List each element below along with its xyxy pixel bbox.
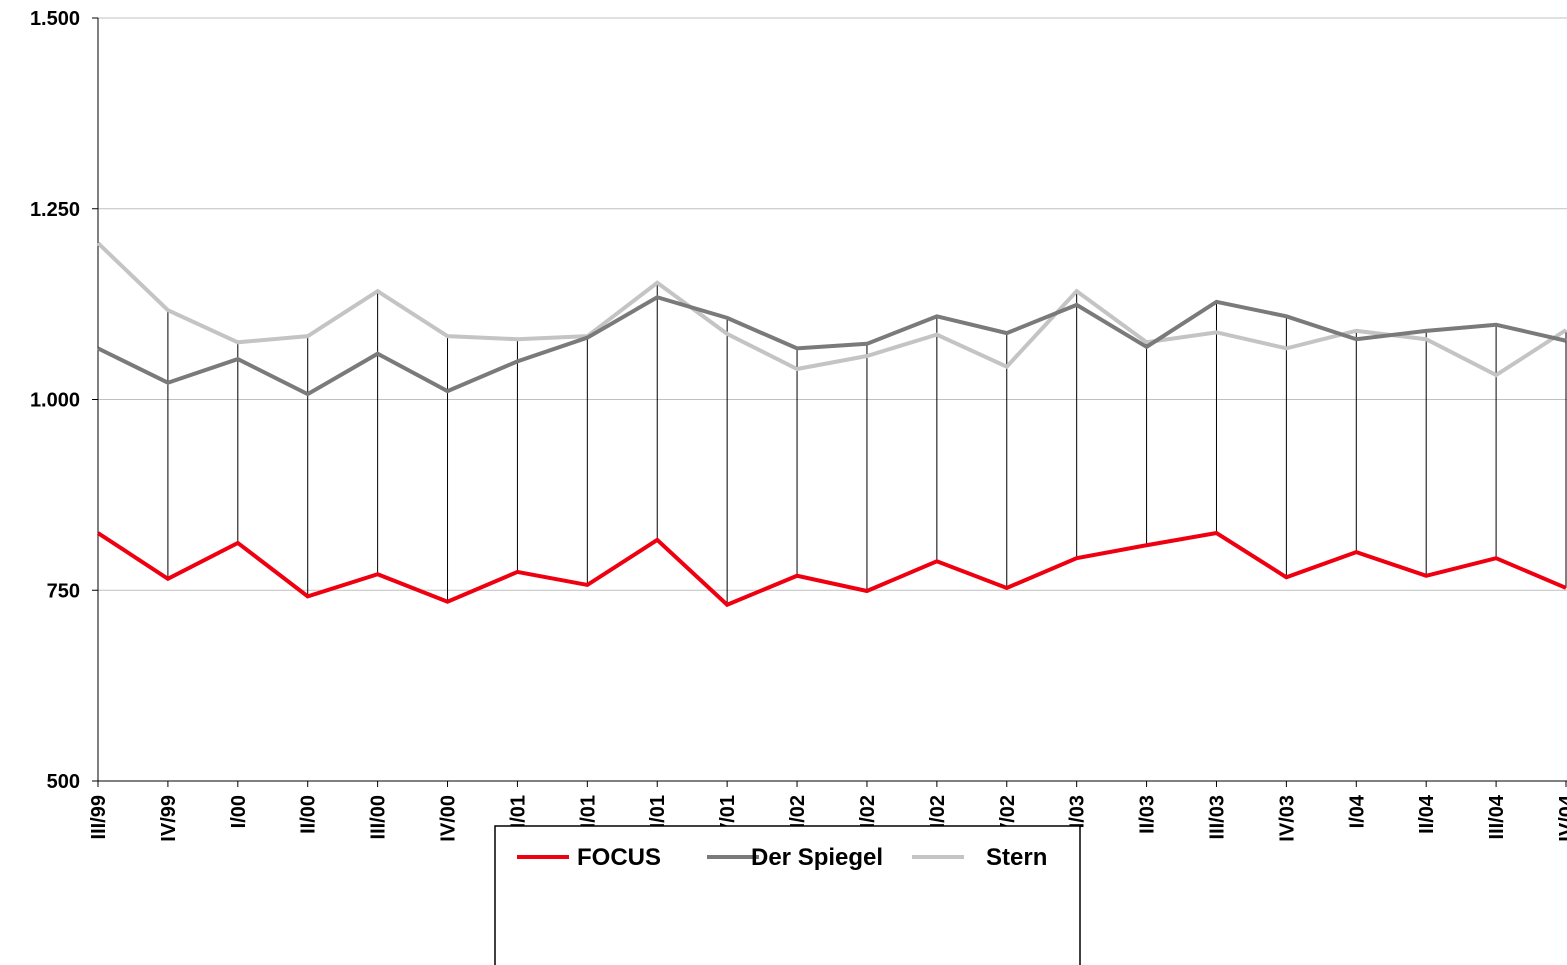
x-tick-label: I/02: [787, 795, 809, 828]
x-tick-label: IV/03: [1276, 795, 1298, 842]
y-tick-label: 500: [47, 771, 80, 793]
y-tick-label: 1.500: [30, 8, 80, 30]
x-tick-label: I/04: [1346, 794, 1368, 828]
series-line: [96, 241, 1567, 378]
x-tick-label: II/04: [1416, 794, 1438, 834]
series-line: [97, 295, 1567, 397]
x-tick-label: IV/00: [438, 795, 460, 842]
legend: FOCUS Der Spiegel Stern: [494, 825, 1081, 965]
x-tick-label: IV/04: [1556, 794, 1567, 842]
x-tick-label: II/01: [577, 795, 599, 834]
x-tick-label: I/03: [1067, 795, 1089, 828]
x-tick-label: II/00: [298, 795, 320, 834]
x-tick-label: III/03: [1206, 795, 1228, 839]
legend-label: Der Spiegel: [751, 844, 883, 871]
x-tick-label: II/02: [857, 795, 879, 834]
legend-label: Stern: [986, 844, 1047, 871]
legend-label: FOCUS: [577, 844, 661, 871]
series-line: [96, 530, 1567, 608]
x-tick-label: III/99: [88, 795, 110, 839]
y-tick-label: 750: [47, 580, 80, 602]
y-tick-label: 1.250: [30, 199, 80, 221]
y-tick-label: 1.000: [30, 390, 80, 412]
x-tick-label: I/01: [507, 795, 529, 828]
x-tick-label: IV/99: [158, 795, 180, 842]
x-tick-label: III/04: [1486, 794, 1508, 839]
legend-box: [494, 825, 1081, 965]
x-tick-label: I/00: [228, 795, 250, 828]
x-tick-label: II/03: [1137, 795, 1159, 834]
x-tick-label: III/00: [368, 795, 390, 839]
